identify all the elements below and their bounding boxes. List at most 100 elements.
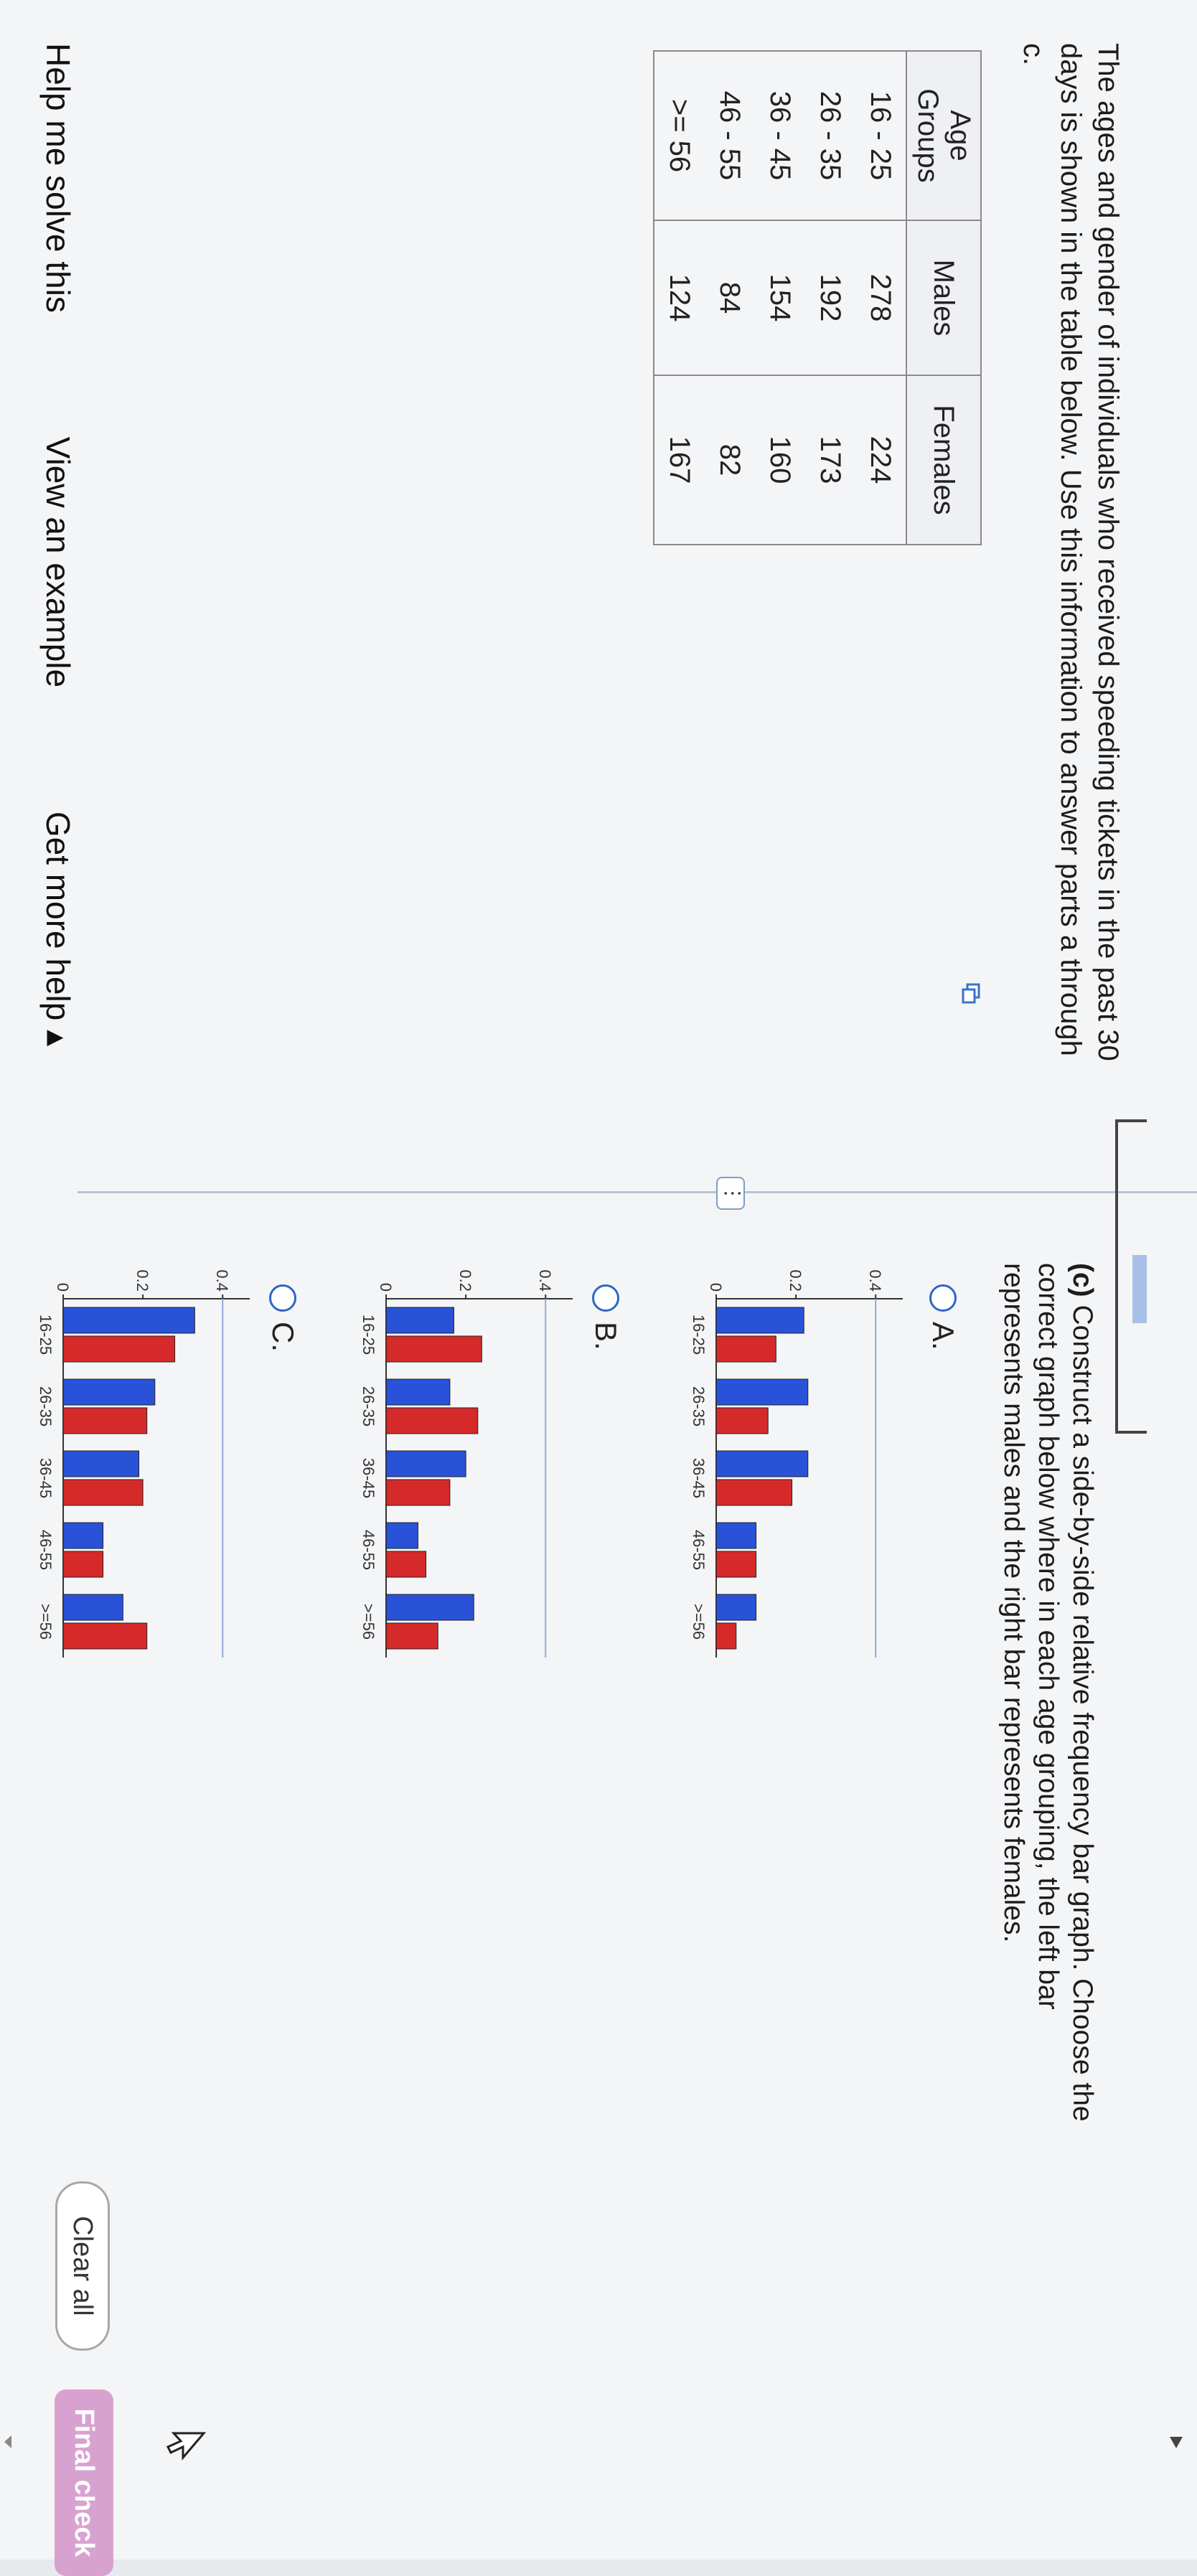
x-tick-label: 36-45 (360, 1458, 377, 1498)
bar (62, 1378, 156, 1406)
bar (715, 1307, 804, 1334)
bar (62, 1594, 123, 1621)
bar (385, 1551, 427, 1578)
x-tick-label: 26-35 (360, 1386, 377, 1426)
y-tick-label: 0.2 (787, 1269, 804, 1292)
table-header: Females (906, 375, 981, 545)
bar-chart-c: 0 0.2 0.4 16-25 26-35 36-45 46-55 >=56 (37, 1269, 250, 1658)
final-check-button[interactable]: Final check (55, 2389, 113, 2576)
x-tick-label: 16-25 (690, 1315, 708, 1355)
table-cell: 124 (654, 220, 705, 375)
x-tick-label: 46-55 (37, 1530, 55, 1570)
question-part-label: (c) (1067, 1263, 1098, 1297)
question-line-2: correct graph below where in each age gr… (1033, 1263, 1064, 2010)
bar (62, 1551, 104, 1578)
table-row: >= 56 124 167 (654, 51, 705, 545)
bar (715, 1450, 809, 1477)
x-tick-label: 46-55 (360, 1530, 377, 1570)
table-cell: 154 (755, 220, 805, 375)
bar (385, 1594, 474, 1621)
table-cell: 167 (654, 375, 705, 545)
bar (62, 1622, 148, 1650)
bar (715, 1522, 757, 1549)
table-cell: 82 (705, 375, 755, 545)
intro-line-1: The ages and gender of individuals who r… (1092, 43, 1124, 1061)
y-tick-label: 0.2 (133, 1269, 151, 1292)
bar (62, 1335, 176, 1363)
intro-line-3: c. (1018, 43, 1049, 66)
bar-chart-a: 0 0.2 0.4 16-25 26-35 36-45 46-55 >=56 (690, 1269, 903, 1658)
x-tick-label: 46-55 (690, 1530, 708, 1570)
table-row: 46 - 55 84 82 (705, 51, 755, 545)
bar (715, 1479, 793, 1506)
question-line-1-text: Construct a side-by-side relative freque… (1067, 1297, 1098, 2122)
bar (62, 1307, 195, 1334)
table-cell: 26 - 35 (805, 51, 855, 220)
x-tick-label: 36-45 (37, 1458, 55, 1498)
x-tick-label: >=56 (37, 1604, 55, 1640)
question-line-3: represents males and the right bar repre… (998, 1263, 1029, 1943)
option-b-label: B. (589, 1322, 623, 1350)
view-example-link[interactable]: View an example (39, 436, 77, 688)
help-footer: Help me solve this View an example Get m… (39, 43, 78, 1161)
table-cell: 192 (805, 220, 855, 375)
y-tick-label: 0 (54, 1283, 72, 1292)
bar (385, 1522, 418, 1549)
radio-button-c[interactable] (269, 1284, 296, 1312)
answer-preview-box (1115, 1119, 1147, 1434)
option-a-label: A. (926, 1322, 960, 1350)
panel-divider[interactable] (78, 1191, 1197, 1193)
bar (385, 1622, 438, 1650)
table-header-row: Age Groups Males Females (906, 51, 981, 545)
radio-button-b[interactable] (592, 1284, 619, 1312)
table-cell: 173 (805, 375, 855, 545)
table-cell: 160 (755, 375, 805, 545)
table-row: 26 - 35 192 173 (805, 51, 855, 545)
bar (385, 1479, 451, 1506)
option-a[interactable]: A. (926, 1284, 960, 1350)
y-tick-label: 0.4 (213, 1269, 231, 1292)
table-row: 36 - 45 154 160 (755, 51, 805, 545)
scroll-right-icon[interactable] (1167, 2432, 1186, 2451)
option-b[interactable]: B. (588, 1284, 623, 1350)
table-header: Age Groups (906, 51, 981, 220)
option-c[interactable]: C. (266, 1284, 300, 1352)
question-text: (c) Construct a side-by-side relative fr… (996, 1263, 1099, 2339)
scroll-down-icon[interactable] (3, 2434, 13, 2450)
help-me-solve-link[interactable]: Help me solve this (39, 43, 77, 313)
bar (62, 1522, 104, 1549)
bar (62, 1450, 140, 1477)
x-tick-label: 16-25 (360, 1315, 377, 1355)
bar (715, 1622, 737, 1650)
bar (385, 1307, 454, 1334)
bar (715, 1407, 769, 1434)
table-cell: 36 - 45 (755, 51, 805, 220)
radio-button-a[interactable] (929, 1284, 957, 1312)
question-line-1: (c) Construct a side-by-side relative fr… (1065, 1263, 1099, 2339)
table-cell: 46 - 55 (705, 51, 755, 220)
bar (715, 1335, 776, 1363)
table-cell: 84 (705, 220, 755, 375)
bar (385, 1450, 466, 1477)
bar (715, 1594, 757, 1621)
get-more-help-link[interactable]: Get more help ▴ (39, 811, 77, 1047)
bar (385, 1407, 479, 1434)
table-cell: >= 56 (654, 51, 705, 220)
more-options-button[interactable]: ⋮ (716, 1177, 745, 1210)
x-tick-label: 26-35 (37, 1386, 55, 1426)
x-tick-label: 16-25 (37, 1315, 55, 1355)
bar (385, 1378, 451, 1406)
bar-chart-b: 0 0.2 0.4 16-25 26-35 36-45 46-55 >=56 (360, 1269, 573, 1658)
bar (715, 1551, 757, 1578)
bar (62, 1407, 148, 1434)
copy-data-icon[interactable] (962, 983, 980, 1005)
x-tick-label: >=56 (360, 1604, 377, 1640)
bar (715, 1378, 809, 1406)
problem-intro: The ages and gender of individuals who r… (1015, 43, 1127, 1105)
x-tick-label: 36-45 (690, 1458, 708, 1498)
table-cell: 16 - 25 (855, 51, 906, 220)
bar (385, 1335, 482, 1363)
clear-all-button[interactable]: Clear all (55, 2181, 110, 2351)
y-tick-label: 0.4 (866, 1269, 884, 1292)
